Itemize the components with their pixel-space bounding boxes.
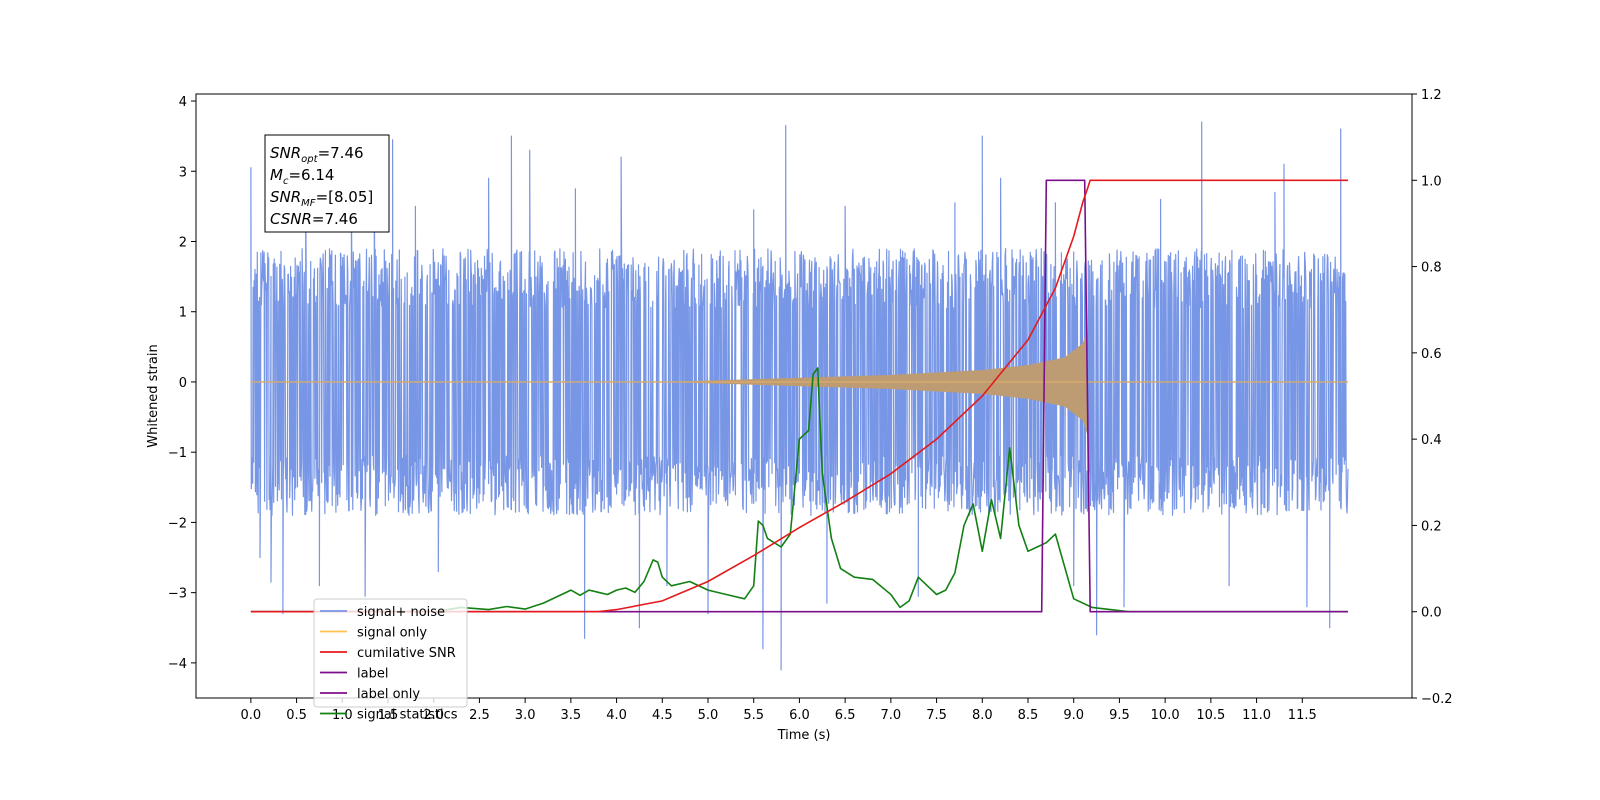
legend-label: signal statistics bbox=[357, 708, 458, 723]
x-tick-label: 7.5 bbox=[926, 708, 947, 723]
y-axis-right-ticks: −0.2 0.0 0.2 0.4 0.6 0.8 1.0 1.2 bbox=[1412, 88, 1453, 707]
plot-area bbox=[250, 121, 1349, 671]
x-tick-label: 9.5 bbox=[1109, 708, 1130, 723]
y-right-tick-label: 0.6 bbox=[1421, 347, 1442, 362]
legend-entry: signal statistics bbox=[320, 708, 458, 723]
legend-label: label only bbox=[357, 687, 420, 702]
x-tick-label: 9.0 bbox=[1063, 708, 1084, 723]
legend-entry: signal+ noise bbox=[320, 605, 445, 620]
x-tick-label: 4.0 bbox=[606, 708, 627, 723]
y-right-tick-label: −0.2 bbox=[1421, 692, 1453, 707]
x-tick-label: 2.5 bbox=[469, 708, 490, 723]
y-axis-left-ticks: −4 −3 −2 −1 0 1 2 3 4 bbox=[168, 95, 196, 672]
x-tick-label: 11.5 bbox=[1288, 708, 1317, 723]
series-signal-statistics-line bbox=[250, 367, 1348, 613]
x-tick-label: 8.5 bbox=[1018, 708, 1039, 723]
annotation-line: SNRopt=7.46 bbox=[270, 144, 364, 165]
y-right-tick-label: 0.8 bbox=[1421, 261, 1442, 276]
y-right-tick-label: 1.2 bbox=[1421, 88, 1442, 103]
x-tick-label: 4.5 bbox=[652, 708, 673, 723]
y-axis-label: Whitened strain bbox=[146, 344, 161, 447]
x-tick-label: 2.0 bbox=[423, 708, 444, 723]
x-axis-ticks: 0.0 0.5 1.0 1.5 2.0 2.5 3.0 3.5 4.0 4.5 5.0 5.5 6.0 6… bbox=[241, 698, 1317, 723]
legend-label: signal+ noise bbox=[357, 605, 445, 620]
y-left-tick-label: −4 bbox=[168, 657, 187, 672]
legend-label: signal only bbox=[357, 626, 427, 641]
x-tick-label: 8.0 bbox=[972, 708, 993, 723]
y-right-tick-label: 0.2 bbox=[1421, 519, 1442, 534]
legend-entry: signal only bbox=[320, 626, 427, 641]
x-tick-label: 3.5 bbox=[561, 708, 582, 723]
y-right-tick-label: 0.4 bbox=[1421, 433, 1442, 448]
x-tick-label: 3.0 bbox=[515, 708, 536, 723]
x-tick-label: 7.0 bbox=[881, 708, 902, 723]
annotation-line: Mc=6.14 bbox=[270, 166, 334, 187]
series-label-line bbox=[250, 179, 1348, 613]
x-tick-label: 10.5 bbox=[1196, 708, 1225, 723]
y-right-tick-label: 0.0 bbox=[1421, 606, 1442, 621]
x-tick-label: 5.0 bbox=[698, 708, 719, 723]
y-left-tick-label: 2 bbox=[179, 235, 187, 250]
x-tick-label: 1.5 bbox=[378, 708, 399, 723]
x-tick-label: 6.0 bbox=[789, 708, 810, 723]
x-axis-label: Time (s) bbox=[777, 728, 831, 743]
series-cumulative-snr-line bbox=[250, 179, 1348, 613]
annotation-frame bbox=[264, 134, 390, 233]
legend-label: cumilative SNR bbox=[357, 646, 456, 661]
legend-label: label bbox=[357, 667, 388, 682]
y-left-tick-label: −1 bbox=[168, 446, 187, 461]
x-tick-label: 10.0 bbox=[1151, 708, 1180, 723]
legend-entry: cumilative SNR bbox=[320, 646, 456, 661]
x-tick-label: 0.5 bbox=[286, 708, 307, 723]
y-left-tick-label: 4 bbox=[179, 95, 187, 110]
axes-frame bbox=[195, 93, 1413, 699]
legend-entry: label bbox=[320, 667, 388, 682]
y-left-tick-label: −3 bbox=[168, 587, 187, 602]
x-tick-label: 6.5 bbox=[835, 708, 856, 723]
annotation-line: CSNR=7.46 bbox=[270, 210, 358, 228]
annotation-line: SNRMF=[8.05] bbox=[270, 188, 373, 209]
legend-entry: label only bbox=[320, 687, 420, 702]
x-tick-label: 5.5 bbox=[743, 708, 764, 723]
x-tick-label: 0.0 bbox=[241, 708, 262, 723]
y-right-tick-label: 1.0 bbox=[1421, 174, 1442, 189]
y-left-tick-label: 3 bbox=[179, 165, 187, 180]
x-tick-label: 11.0 bbox=[1242, 708, 1271, 723]
y-left-tick-label: 0 bbox=[179, 376, 187, 391]
legend: signal+ noise signal only cumilative SNR la… bbox=[313, 598, 468, 723]
x-tick-label: 1.0 bbox=[332, 708, 353, 723]
series-signal-noise-line bbox=[250, 121, 1349, 671]
y-left-tick-label: 1 bbox=[179, 306, 187, 321]
y-left-tick-label: −2 bbox=[168, 516, 187, 531]
legend-frame bbox=[313, 598, 468, 708]
